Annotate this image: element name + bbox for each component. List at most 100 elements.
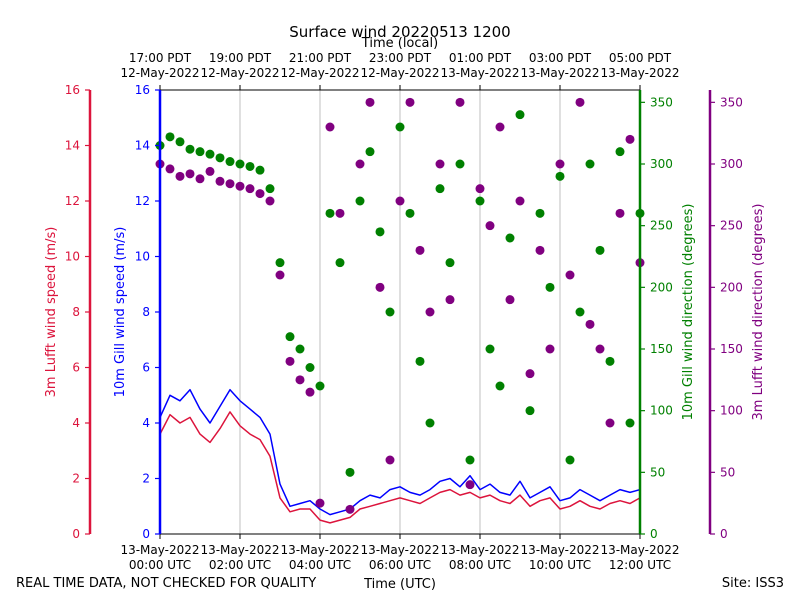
lufft-dir-tick-label: 0 <box>720 527 728 541</box>
10m-gill-wind-direction-point <box>455 159 465 169</box>
10m-gill-wind-direction-point <box>195 147 205 157</box>
lufft-dir-tick-label: 200 <box>720 280 743 294</box>
site-label: Site: ISS3 <box>722 576 784 591</box>
lufft-speed-tick-label: 0 <box>72 527 80 541</box>
3m-lufft-wind-direction-point <box>345 504 355 514</box>
3m-lufft-wind-direction-point <box>545 344 555 354</box>
gill-speed-tick-label: 8 <box>142 305 150 319</box>
lufft-dir-tick-label: 250 <box>720 219 743 233</box>
top-tick-label-date: 13-May-2022 <box>440 66 519 80</box>
10m-gill-wind-direction-point <box>395 122 405 132</box>
gill-speed-tick-label: 10 <box>135 250 150 264</box>
top-tick-label-date: 12-May-2022 <box>120 66 199 80</box>
3m-lufft-wind-direction-point <box>625 134 635 144</box>
lufft-speed-tick-label: 2 <box>72 472 80 486</box>
10m-gill-wind-direction-point <box>615 147 625 157</box>
3m-lufft-wind-direction-point <box>255 189 265 199</box>
3m-lufft-wind-direction-point <box>575 97 585 107</box>
top-tick-label-time: 23:00 PDT <box>369 51 432 65</box>
x-tick-label-time: 12:00 UTC <box>609 558 671 572</box>
10m-gill-wind-direction-point <box>415 356 425 366</box>
top-tick-label-time: 17:00 PDT <box>129 51 192 65</box>
3m-lufft-wind-direction-point <box>565 270 575 280</box>
3m-lufft-wind-direction-point <box>595 344 605 354</box>
10m-gill-wind-direction-point <box>185 144 195 154</box>
gill-dir-tick-label: 200 <box>650 280 673 294</box>
lufft-speed-tick-label: 8 <box>72 305 80 319</box>
10m-gill-wind-direction-point <box>485 344 495 354</box>
lufft-dir-tick-label: 150 <box>720 342 743 356</box>
x-tick-label-date: 13-May-2022 <box>120 543 199 557</box>
10m-gill-wind-direction-point <box>175 137 185 147</box>
3m-lufft-wind-direction-point <box>455 97 465 107</box>
10m-gill-wind-direction-point <box>295 344 305 354</box>
3m-lufft-wind-direction-point <box>175 171 185 181</box>
10m-gill-wind-direction-point <box>225 157 235 167</box>
gill-speed-axis-label: 10m Gill wind speed (m/s) <box>113 227 128 398</box>
3m-lufft-wind-direction-point <box>605 418 615 428</box>
plot-area <box>155 97 645 524</box>
10m-gill-wind-direction-point <box>365 147 375 157</box>
lufft-speed-tick-label: 4 <box>72 416 80 430</box>
3m-lufft-wind-direction-point <box>425 307 435 317</box>
gill-dir-tick-label: 250 <box>650 219 673 233</box>
3m-lufft-wind-direction-point <box>585 319 595 329</box>
quality-note: REAL TIME DATA, NOT CHECKED FOR QUALITY <box>16 576 316 591</box>
3m-lufft-wind-direction-point <box>295 375 305 385</box>
lufft-speed-tick-label: 16 <box>65 83 80 97</box>
3m-lufft-wind-direction-point <box>465 480 475 490</box>
gill-speed-tick-label: 6 <box>142 361 150 375</box>
3m-lufft-wind-direction-point <box>205 166 215 176</box>
3m-lufft-wind-direction-point <box>245 184 255 194</box>
gill-dir-tick-label: 100 <box>650 404 673 418</box>
x-tick-label-date: 13-May-2022 <box>440 543 519 557</box>
10m-gill-wind-direction-point <box>205 149 215 159</box>
3m-lufft-wind-direction-point <box>225 179 235 189</box>
top-tick-label-time: 01:00 PDT <box>449 51 512 65</box>
3m-lufft-wind-direction-point <box>335 208 345 218</box>
3m-lufft-wind-direction-point <box>165 164 175 174</box>
3m-lufft-wind-direction-point <box>385 455 395 465</box>
10m-gill-wind-direction-point <box>555 171 565 181</box>
3m-lufft-wind-direction-point <box>435 159 445 169</box>
x-tick-label-date: 13-May-2022 <box>360 543 439 557</box>
top-axis-label: Time (local) <box>361 36 438 51</box>
3m-lufft-wind-direction-point <box>485 221 495 231</box>
10m-gill-wind-direction-point <box>605 356 615 366</box>
10m-gill-wind-direction-point <box>355 196 365 206</box>
x-tick-label-date: 13-May-2022 <box>600 543 679 557</box>
x-axis-label: Time (UTC) <box>363 577 436 592</box>
10m-gill-wind-direction-point <box>385 307 395 317</box>
10m-gill-wind-direction-point <box>305 363 315 372</box>
gill-speed-tick-label: 4 <box>142 416 150 430</box>
10m-gill-wind-direction-point <box>255 165 265 175</box>
10m-gill-wind-direction-point <box>405 208 415 218</box>
3m-lufft-wind-direction-point <box>275 270 285 280</box>
10m-gill-wind-direction-point <box>235 159 245 169</box>
3m-lufft-wind-speed-line <box>159 411 641 524</box>
x-tick-label-date: 13-May-2022 <box>520 543 599 557</box>
top-tick-label-date: 12-May-2022 <box>200 66 279 80</box>
lufft-dir-tick-label: 100 <box>720 404 743 418</box>
10m-gill-wind-direction-point <box>595 245 605 255</box>
10m-gill-wind-direction-point <box>565 455 575 465</box>
x-tick-label-time: 00:00 UTC <box>129 558 191 572</box>
10m-gill-wind-direction-point <box>375 227 385 237</box>
3m-lufft-wind-direction-point <box>355 159 365 169</box>
gill-speed-tick-label: 12 <box>135 194 150 208</box>
lufft-speed-axis-label: 3m Lufft wind speed (m/s) <box>44 227 59 398</box>
10m-gill-wind-direction-point <box>505 233 515 243</box>
gill-speed-tick-label: 2 <box>142 472 150 486</box>
gill-dir-tick-label: 350 <box>650 95 673 109</box>
10m-gill-wind-direction-point <box>535 208 545 218</box>
3m-lufft-wind-direction-point <box>185 169 195 179</box>
3m-lufft-wind-direction-point <box>415 245 425 255</box>
10m-gill-wind-speed-line <box>159 388 641 516</box>
3m-lufft-wind-direction-point <box>555 159 565 169</box>
3m-lufft-wind-direction-point <box>615 208 625 218</box>
x-tick-label-date: 13-May-2022 <box>280 543 359 557</box>
10m-gill-wind-direction-point <box>425 418 435 428</box>
lufft-speed-tick-label: 12 <box>65 194 80 208</box>
